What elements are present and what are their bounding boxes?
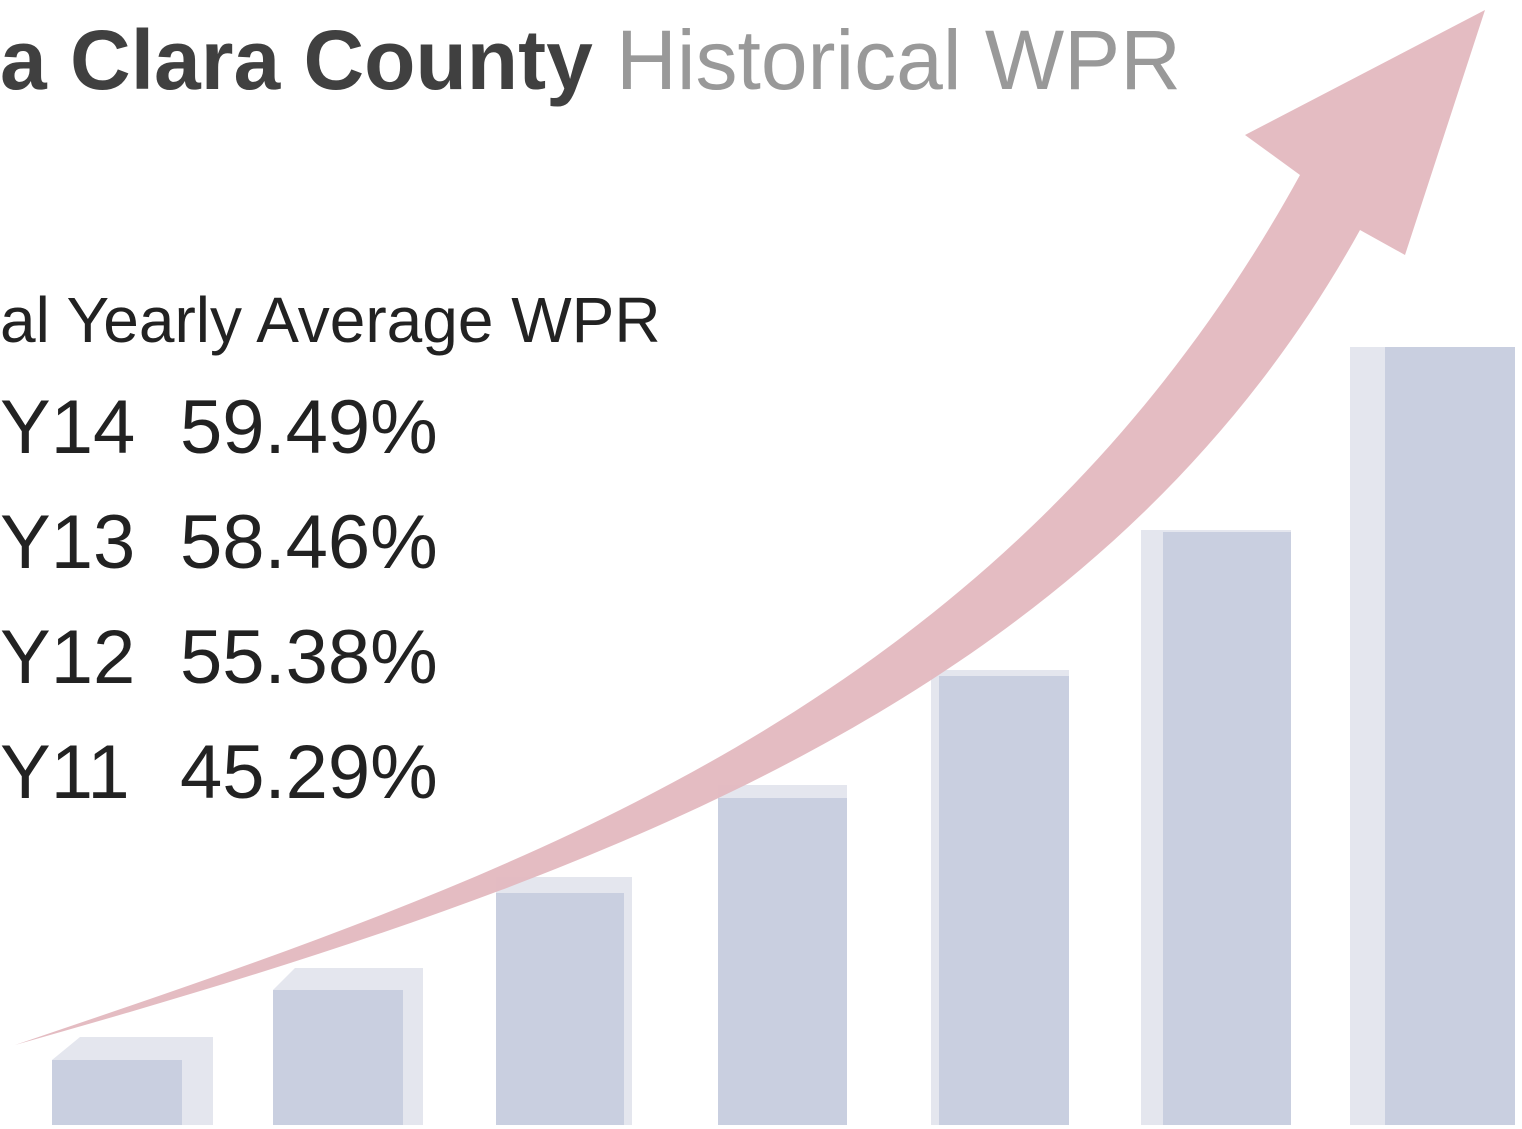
title: a Clara County Historical WPR	[0, 18, 1181, 102]
year: Y11	[0, 730, 130, 815]
percent: 59.49%	[180, 390, 438, 466]
year: Y13	[0, 500, 135, 585]
year: Y12	[0, 615, 135, 700]
title-bold: a Clara County	[0, 13, 593, 107]
subtitle: al Yearly Average WPR	[0, 288, 661, 352]
slide: a Clara County Historical WPR al Yearly …	[0, 0, 1522, 1129]
year: Y14	[0, 385, 135, 470]
percent: 55.38%	[180, 620, 438, 696]
percent: 45.29%	[180, 735, 438, 811]
title-rest: Historical WPR	[616, 13, 1181, 107]
percent: 58.46%	[180, 505, 438, 581]
